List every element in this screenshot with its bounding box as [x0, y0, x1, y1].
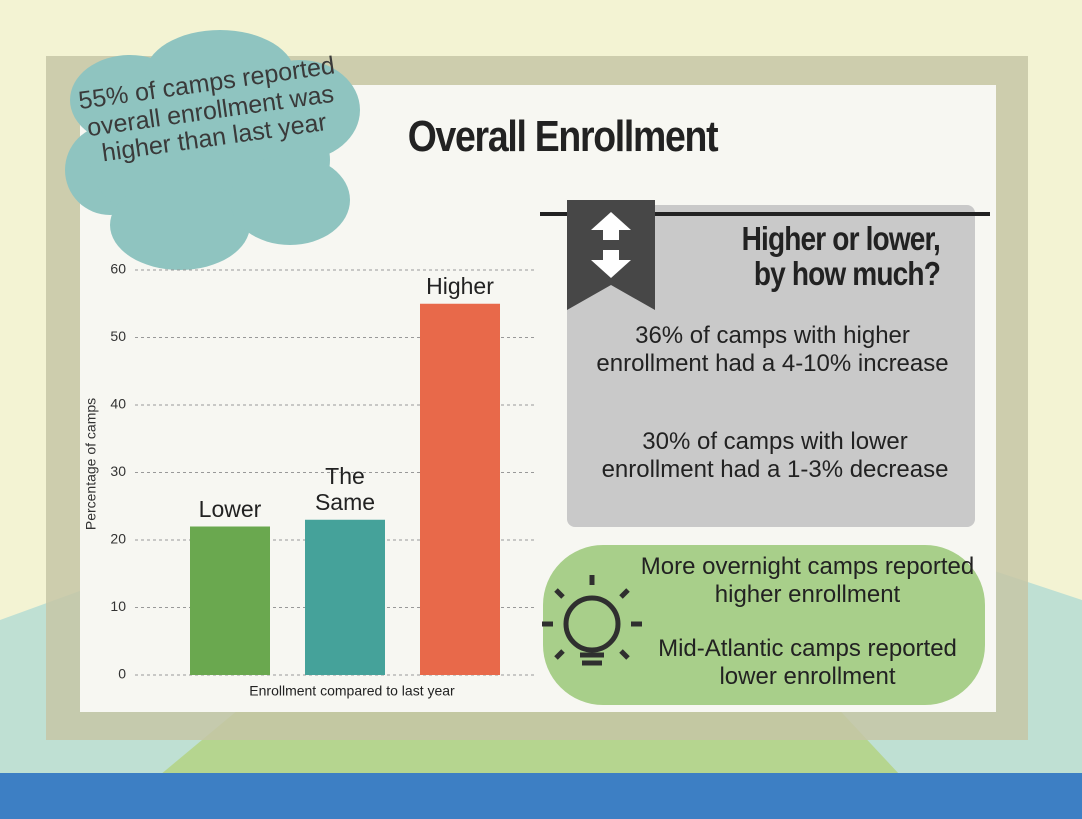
bar — [305, 520, 385, 675]
y-tick-label: 0 — [118, 666, 126, 682]
x-axis-label: Enrollment compared to last year — [249, 683, 455, 699]
y-tick-label: 60 — [110, 261, 126, 277]
tip: More overnight camps reported higher enr… — [640, 553, 975, 608]
y-axis-label: Percentage of camps — [83, 398, 99, 530]
bar-category-label: Lower — [185, 496, 275, 522]
chart-title: Overall Enrollment — [403, 112, 722, 163]
y-tick-label: 20 — [110, 531, 126, 547]
panel-heading: Higher or lower, by how much? — [719, 222, 940, 291]
bar-category-label: The Same — [300, 463, 390, 516]
y-tick-label: 50 — [110, 328, 126, 344]
y-tick-label: 30 — [110, 463, 126, 479]
panel-note: 36% of camps with higher enrollment had … — [595, 322, 950, 377]
bar-category-label: Higher — [415, 273, 505, 299]
tip: Mid-Atlantic camps reported lower enroll… — [640, 635, 975, 690]
bar — [190, 527, 270, 676]
bar — [420, 304, 500, 675]
water — [0, 773, 1082, 819]
infographic: Percentage of camps Enrollment compared … — [0, 0, 1082, 819]
y-tick-label: 10 — [110, 598, 126, 614]
y-tick-label: 40 — [110, 396, 126, 412]
panel-note: 30% of camps with lower enrollment had a… — [595, 428, 955, 483]
